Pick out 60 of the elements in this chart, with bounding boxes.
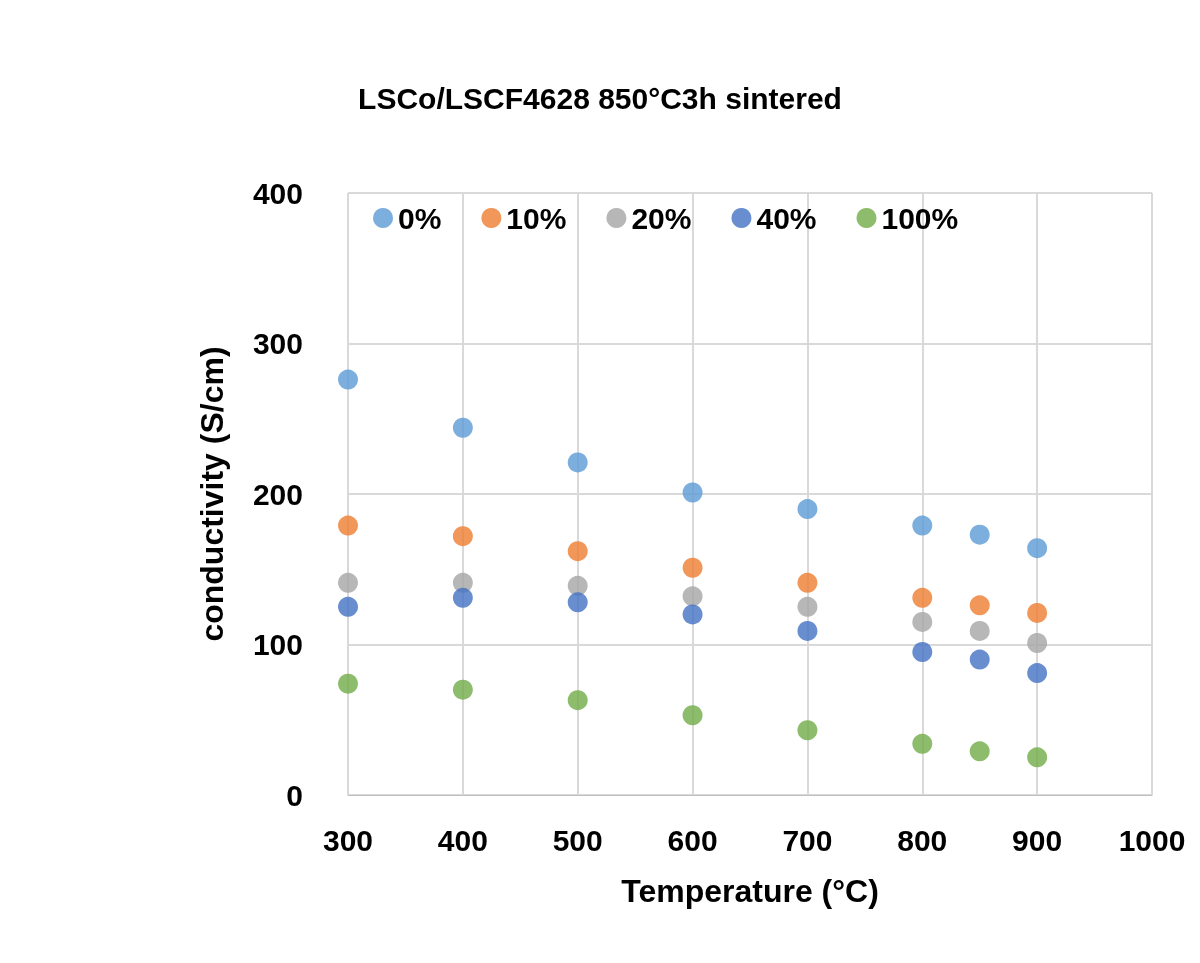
- x-tick-label: 600: [667, 823, 718, 857]
- chart-title: LSCo/LSCF4628 850°C3h sintered: [358, 81, 842, 115]
- y-tick-label: 300: [252, 327, 303, 360]
- x-tick-label: 1000: [1118, 823, 1186, 857]
- point: [797, 596, 818, 617]
- point: [912, 642, 933, 663]
- x-axis-title: Temperature (°C): [621, 873, 879, 909]
- point: [797, 572, 818, 593]
- point: [1027, 663, 1048, 684]
- point: [912, 587, 933, 608]
- point: [338, 515, 358, 536]
- point: [797, 620, 818, 641]
- point: [452, 417, 473, 438]
- legend-label: 10%: [506, 201, 567, 235]
- point: [912, 515, 933, 536]
- point: [452, 526, 473, 547]
- x-tick-label: 400: [437, 823, 488, 857]
- y-tick-label: 200: [252, 477, 303, 511]
- point: [912, 611, 933, 632]
- point: [338, 673, 358, 694]
- point: [567, 575, 588, 596]
- point: [1027, 602, 1048, 623]
- x-tick-label: 800: [897, 823, 948, 857]
- point: [682, 482, 703, 503]
- point: [338, 596, 358, 617]
- point: [452, 587, 473, 608]
- y-tick-label: 100: [252, 628, 303, 661]
- point: [567, 690, 588, 711]
- y-tick-label: 0: [286, 778, 303, 812]
- point: [912, 733, 933, 754]
- x-tick-label: 300: [322, 823, 374, 857]
- point: [682, 604, 703, 625]
- legend-label: 20%: [631, 201, 692, 235]
- y-axis-title: conductivity (S/cm): [194, 346, 230, 642]
- point: [1027, 538, 1048, 559]
- point: [797, 720, 818, 741]
- legend-label: 100%: [881, 201, 959, 235]
- point: [682, 705, 703, 726]
- point: [338, 572, 358, 593]
- point: [567, 541, 588, 562]
- point: [452, 679, 473, 700]
- point: [969, 595, 990, 616]
- legend-label: 0%: [398, 201, 442, 235]
- point: [682, 557, 703, 578]
- point: [969, 524, 990, 545]
- x-tick-label: 900: [1012, 823, 1063, 857]
- point: [682, 586, 703, 607]
- point: [567, 592, 588, 613]
- point: [1027, 747, 1048, 768]
- point: [969, 741, 990, 762]
- point: [1027, 633, 1048, 653]
- point: [567, 452, 588, 473]
- point: [969, 649, 990, 670]
- legend-label: 40%: [756, 201, 817, 235]
- point: [338, 369, 358, 390]
- y-tick-label: 400: [252, 176, 303, 210]
- x-tick-label: 500: [552, 823, 603, 857]
- x-tick-label: 700: [782, 823, 833, 857]
- point: [797, 499, 818, 520]
- point: [969, 620, 990, 641]
